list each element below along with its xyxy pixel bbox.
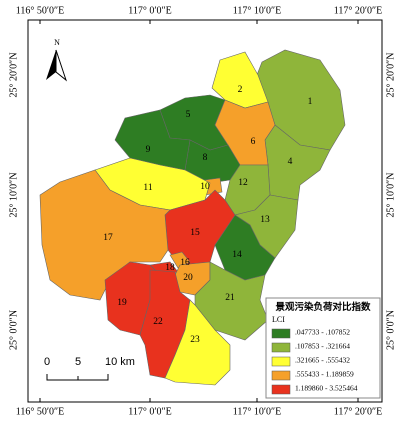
legend-label: .321665 - .555432 (295, 356, 350, 365)
region-label: 12 (238, 178, 248, 188)
region-label: 19 (117, 298, 127, 308)
region-label: 6 (251, 137, 256, 147)
region-label: 17 (103, 233, 113, 243)
top-label: 117° 10′0″E (233, 5, 282, 16)
north-arrow: N (46, 38, 68, 82)
legend-swatch (271, 328, 291, 339)
legend-label: .107853 - .321664 (295, 342, 350, 351)
region (39, 169, 171, 301)
bottom-label: 117° 0′0″E (128, 406, 172, 417)
legend-label: .555433 - 1.189859 (295, 370, 354, 379)
region-label: 10 (200, 182, 210, 192)
region-label: 15 (190, 228, 200, 238)
top-label: 117° 20′0″E (334, 5, 383, 16)
right-label: 25° 0′0″N (385, 310, 396, 350)
region (214, 99, 276, 166)
region-label: 22 (153, 317, 163, 327)
region (194, 261, 269, 341)
legend-swatch (271, 370, 291, 381)
region-label: 23 (190, 335, 200, 345)
region-label: 1 (308, 97, 313, 107)
scale-bar: 0 5 10 km (44, 356, 135, 381)
region-label: 18 (165, 263, 175, 273)
region-label: 16 (180, 258, 190, 268)
legend-subtitle: LCI (272, 315, 285, 324)
region-label: 14 (232, 250, 242, 260)
legend-swatch (271, 356, 291, 367)
region-label: 20 (183, 273, 193, 283)
top-label: 117° 0′0″E (128, 5, 172, 16)
right-label: 25° 10′0″N (385, 172, 396, 217)
legend: 景观污染负荷对比指数 LCI .047733 - .107852 .107853 … (265, 297, 381, 399)
right-label: 25° 20′0″N (385, 52, 396, 97)
region (169, 251, 191, 269)
scale-label: 0 (44, 356, 50, 368)
bottom-label: 116° 50′0″E (16, 406, 65, 417)
left-label: 25° 20′0″N (8, 52, 19, 97)
north-label: N (54, 38, 60, 47)
region-label: 13 (260, 215, 270, 225)
region-label: 2 (238, 85, 243, 95)
region (164, 299, 231, 386)
region-label: 11 (143, 183, 152, 193)
region-label: 5 (186, 110, 191, 120)
scale-label: 10 km (105, 356, 135, 368)
left-label: 25° 0′0″N (8, 310, 19, 350)
left-label: 25° 10′0″N (8, 172, 19, 217)
bottom-label: 117° 10′0″E (233, 406, 282, 417)
legend-label: 1.189860 - 3.525464 (295, 384, 358, 393)
region-label: 4 (288, 157, 293, 167)
legend-swatch (271, 384, 291, 395)
arrow-right (55, 49, 68, 82)
region-label: 9 (146, 145, 151, 155)
region-label: 8 (203, 153, 208, 163)
arrow-left (46, 50, 56, 80)
region-label: 21 (225, 293, 235, 303)
legend-swatch (271, 342, 291, 353)
top-label: 116° 50′0″E (16, 5, 65, 16)
scale-label: 5 (75, 356, 81, 368)
legend-label: .047733 - .107852 (295, 328, 350, 337)
legend-title: 景观污染负荷对比指数 (274, 301, 371, 313)
bottom-label: 117° 20′0″E (334, 406, 383, 417)
